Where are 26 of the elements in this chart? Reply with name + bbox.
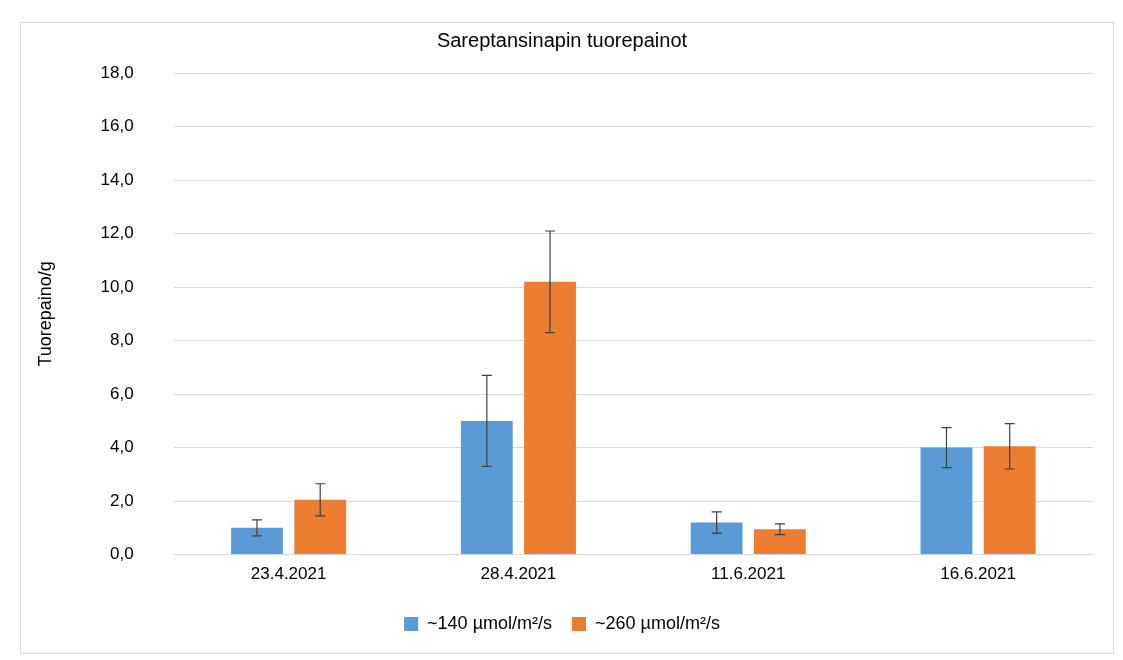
y-tick-label: 2,0 bbox=[110, 490, 134, 510]
x-tick-label: 11.6.2021 bbox=[711, 564, 786, 584]
bar bbox=[460, 420, 513, 555]
y-tick-label: 4,0 bbox=[110, 437, 134, 457]
bar bbox=[294, 499, 347, 555]
bar bbox=[753, 529, 806, 555]
legend-label: ~260 µmol/m²/s bbox=[595, 612, 720, 633]
x-tick-label: 28.4.2021 bbox=[480, 564, 557, 584]
bar bbox=[690, 522, 743, 555]
x-tick-label: 16.6.2021 bbox=[940, 564, 1016, 584]
y-tick-label: 8,0 bbox=[110, 330, 134, 350]
y-tick-label: 0,0 bbox=[110, 544, 134, 564]
bar bbox=[231, 527, 283, 555]
y-tick-label: 18,0 bbox=[100, 62, 134, 82]
chart-title: Sareptansinapin tuorepainot bbox=[436, 28, 688, 51]
y-tick-label: 6,0 bbox=[110, 383, 134, 403]
legend-label: ~140 µmol/m²/s bbox=[427, 612, 553, 633]
bar bbox=[983, 446, 1036, 555]
y-tick-label: 12,0 bbox=[100, 223, 134, 243]
bar bbox=[920, 447, 973, 555]
y-tick-label: 16,0 bbox=[100, 116, 134, 136]
y-axis-title: Tuorepaino/g bbox=[34, 261, 55, 367]
x-tick-label: 23.4.2021 bbox=[250, 564, 327, 584]
bar bbox=[524, 281, 576, 555]
y-tick-label: 14,0 bbox=[100, 169, 134, 189]
y-tick-label: 10,0 bbox=[100, 276, 134, 296]
